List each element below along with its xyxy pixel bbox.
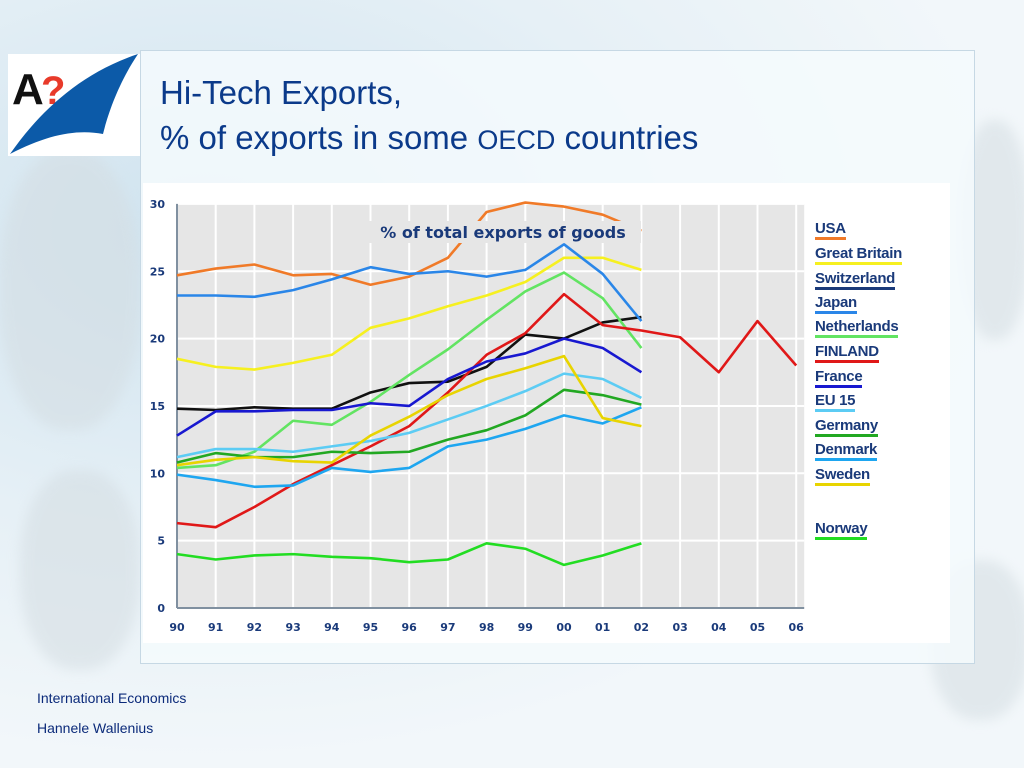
legend-label: Switzerland [815, 270, 895, 290]
footer-author: Hannele Wallenius [37, 720, 154, 736]
chart-title: % of total exports of goods [380, 223, 625, 242]
series-line-great-britain [176, 256, 642, 371]
y-tick-label: 0 [157, 602, 165, 615]
x-tick-label: 98 [479, 621, 494, 634]
x-tick-label: 94 [324, 621, 340, 634]
legend-label: France [815, 368, 863, 388]
y-tick-label: 5 [157, 535, 165, 548]
legend-label: USA [815, 220, 846, 240]
y-tick-label: 20 [150, 333, 166, 346]
legend-item: USA [815, 220, 846, 240]
legend-label: Sweden [815, 466, 870, 486]
series-line-eu-15 [176, 372, 642, 459]
x-tick-label: 91 [208, 621, 223, 634]
x-tick-label: 06 [789, 621, 805, 634]
legend-label: Denmark [815, 441, 877, 461]
slide-title: Hi-Tech Exports, % of exports in some OE… [160, 70, 698, 163]
chart-title-background [365, 221, 641, 243]
legend-label: Great Britain [815, 245, 902, 265]
legend-label: EU 15 [815, 392, 856, 412]
series-line-denmark [176, 406, 642, 489]
legend-item: Netherlands [815, 318, 899, 338]
series-line-usa [176, 201, 642, 287]
title-line-2: % of exports in some OECD countries [160, 115, 698, 163]
x-tick-label: 96 [402, 621, 418, 634]
legend-label: Germany [815, 417, 878, 437]
series-line-netherlands [176, 271, 643, 470]
legend-label: Japan [815, 294, 857, 314]
y-tick-label: 25 [150, 265, 165, 278]
x-tick-label: 00 [556, 621, 572, 634]
world-map-background [0, 150, 140, 430]
title-text: % of exports in some [160, 119, 478, 156]
x-tick-label: 90 [169, 621, 185, 634]
y-tick-label: 15 [150, 400, 165, 413]
logo-icon: A ? [10, 54, 138, 154]
series-line-japan [177, 243, 643, 322]
footer-course: International Economics [37, 690, 187, 706]
x-tick-label: 05 [750, 621, 765, 634]
legend-item: FINLAND [815, 343, 879, 363]
legend-item: France [815, 368, 863, 388]
title-line-1: Hi-Tech Exports, [160, 74, 403, 111]
series-line-norway [176, 542, 642, 567]
legend-label: Netherlands [815, 318, 899, 338]
y-tick-label: 30 [150, 198, 166, 211]
chart-container: 90 91 92 93 94 95 96 97 98 99 00 01 02 03 04 05 06 0 5 10 15… [143, 183, 950, 643]
legend-item: EU 15 [815, 392, 856, 412]
legend-item: Switzerland [815, 270, 895, 290]
series-line-sweden [176, 354, 642, 467]
series-line-france [176, 337, 643, 437]
title-text: countries [555, 119, 699, 156]
series-line-finland [176, 292, 798, 529]
legend-item: Japan [815, 294, 857, 314]
x-tick-label: 93 [285, 621, 300, 634]
x-tick-label: 01 [595, 621, 610, 634]
legend-item: Great Britain [815, 245, 902, 265]
title-text: OECD [477, 125, 556, 155]
x-tick-label: 04 [711, 621, 727, 634]
legend-label: FINLAND [815, 343, 879, 363]
line-chart: 90 91 92 93 94 95 96 97 98 99 00 01 02 03 04 05 06051015… [150, 198, 805, 634]
legend-item: Denmark [815, 441, 877, 461]
legend-item: Sweden [815, 466, 870, 486]
x-tick-label: 92 [247, 621, 262, 634]
svg-text:A: A [12, 65, 44, 114]
world-map-background [20, 470, 140, 670]
x-tick-label: 95 [363, 621, 378, 634]
x-tick-label: 97 [440, 621, 455, 634]
logo: A ? [8, 54, 140, 156]
x-tick-label: 02 [634, 621, 649, 634]
legend-item: Norway [815, 520, 868, 540]
y-tick-label: 10 [150, 467, 166, 480]
x-tick-label: 03 [672, 621, 687, 634]
legend-item: Germany [815, 417, 878, 437]
x-tick-label: 99 [518, 621, 533, 634]
legend-label: Norway [815, 520, 868, 540]
